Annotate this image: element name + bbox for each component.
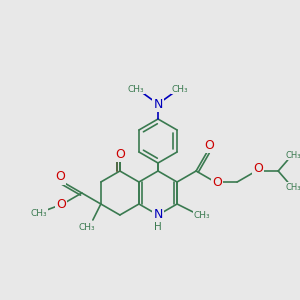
Text: O: O bbox=[253, 161, 263, 175]
Text: CH₃: CH₃ bbox=[79, 223, 95, 232]
Text: O: O bbox=[212, 176, 222, 190]
Text: O: O bbox=[204, 140, 214, 152]
Text: O: O bbox=[56, 199, 66, 212]
Text: N: N bbox=[153, 208, 163, 221]
Text: H: H bbox=[154, 222, 162, 232]
Text: CH₃: CH₃ bbox=[286, 182, 300, 191]
Text: O: O bbox=[115, 148, 125, 160]
Text: CH₃: CH₃ bbox=[286, 151, 300, 160]
Text: CH₃: CH₃ bbox=[128, 85, 144, 94]
Text: CH₃: CH₃ bbox=[172, 85, 188, 94]
Text: O: O bbox=[55, 170, 65, 184]
Text: N: N bbox=[153, 98, 163, 110]
Text: CH₃: CH₃ bbox=[194, 211, 210, 220]
Text: CH₃: CH₃ bbox=[30, 208, 47, 217]
